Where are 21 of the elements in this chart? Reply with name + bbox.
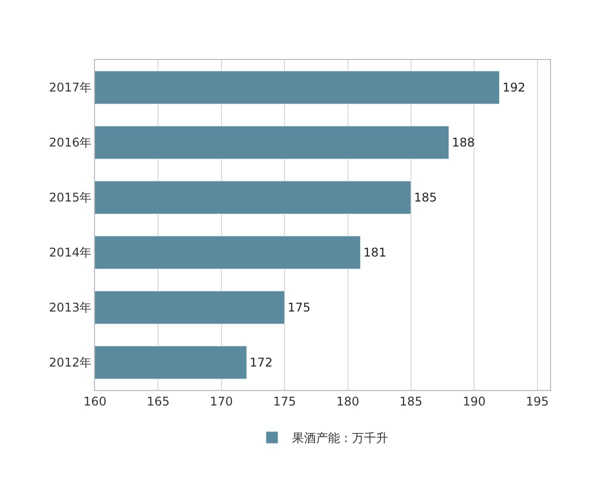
- y-tick-label: 2012年: [49, 356, 92, 370]
- y-tick-label: 2017年: [49, 80, 92, 95]
- x-tick-label: 180: [336, 394, 360, 408]
- y-tick-label: 2015年: [49, 190, 92, 205]
- x-tick-label: 175: [273, 394, 296, 408]
- x-tick-label: 165: [146, 394, 170, 408]
- x-tick-label: 160: [84, 394, 106, 408]
- data-label: 172: [250, 356, 273, 370]
- y-tick-label: 2014年: [49, 246, 92, 260]
- y-tick-label: 2013年: [49, 300, 92, 315]
- x-tick-label: 195: [526, 394, 549, 408]
- x-tick-label: 170: [210, 394, 233, 408]
- data-label: 192: [502, 80, 526, 94]
- y-tick-label: 2016年: [49, 136, 92, 150]
- data-label: 188: [452, 136, 475, 150]
- data-label: 181: [363, 246, 386, 260]
- legend-label: 果酒产能：万千升: [292, 431, 388, 446]
- data-label: 175: [288, 300, 310, 314]
- data-label: 185: [414, 190, 437, 204]
- x-tick-label: 190: [462, 394, 486, 408]
- x-tick-label: 185: [400, 394, 422, 408]
